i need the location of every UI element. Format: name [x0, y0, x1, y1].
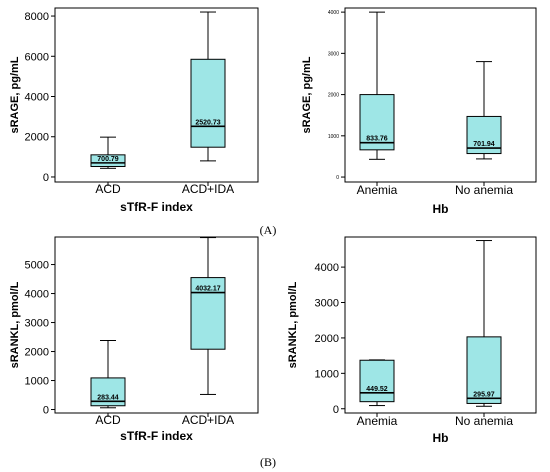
boxplot-srage-stfr: 0 2000 4000 6000 8000 sRAGE, pg/mL sTfR-F inde… [9, 7, 259, 214]
boxplot-srankl-stfr: 0 1000 2000 3000 4000 5000 sRANKL, pmol/L sTfR-… [9, 236, 259, 443]
y-tick-label: 0 [333, 404, 339, 416]
y-tick-label: 4000 [315, 262, 339, 274]
plot-frame [344, 236, 537, 414]
y-tick-label: 3000 [25, 318, 49, 330]
y-tick-label: 4000 [328, 10, 339, 16]
box-iqr [359, 94, 395, 151]
y-tick-label: 2000 [328, 93, 339, 99]
box-iqr [466, 336, 502, 404]
panel-label-b: (B) [260, 455, 276, 469]
y-tick-label: 5000 [25, 260, 49, 272]
y-axis-label: sRAGE, pg/mL [301, 56, 313, 133]
y-tick-label: 1000 [315, 368, 339, 380]
y-tick-label: 6000 [25, 51, 49, 63]
y-axis-label: sRAGE, pg/mL [9, 56, 21, 133]
y-tick-label: 3000 [328, 51, 339, 57]
x-axis-label: Hb [433, 202, 449, 216]
y-tick-label: 0 [43, 405, 49, 417]
panel-label-a: (A) [260, 223, 277, 237]
y-tick-label: 4000 [25, 289, 49, 301]
y-tick-label: 1000 [25, 376, 49, 388]
median-label: 701.94 [473, 141, 495, 148]
median-label: 295.97 [473, 391, 495, 398]
y-tick-label: 4000 [25, 92, 49, 104]
y-axis-label: sRANKL, pmol/L [9, 281, 21, 368]
category-label: ACD+IDA [182, 182, 234, 196]
y-tick-label: 3000 [315, 298, 339, 310]
y-tick-label: 2000 [25, 347, 49, 359]
boxplot-srankl-hb: 0 1000 2000 3000 4000 sRANKL, pmol/L Hb Anemia 4… [287, 236, 537, 445]
category-label: ACD [95, 413, 121, 427]
median-label: 2520.73 [195, 119, 220, 126]
category-label: No anemia [455, 414, 513, 428]
x-axis-label: sTfR-F index [120, 429, 193, 443]
box-iqr [190, 277, 226, 350]
median-label: 833.76 [366, 136, 388, 143]
category-label: Anemia [357, 414, 398, 428]
y-tick-label: 2000 [25, 132, 49, 144]
y-tick-label: 0 [43, 172, 49, 184]
category-label: Anemia [357, 183, 398, 197]
category-label: No anemia [455, 183, 513, 197]
box-iqr [190, 58, 226, 148]
y-tick-label: 8000 [25, 11, 49, 23]
box-iqr [359, 359, 395, 403]
median-label: 449.52 [366, 386, 388, 393]
category-label: ACD [95, 182, 121, 196]
median-label: 700.79 [97, 156, 119, 163]
box-iqr [90, 154, 126, 168]
x-axis-label: Hb [433, 431, 449, 445]
median-label: 283.44 [97, 394, 119, 401]
y-tick-label: 1000 [328, 134, 339, 140]
x-axis-label: sTfR-F index [120, 200, 193, 214]
category-label: ACD+IDA [182, 413, 234, 427]
median-label: 4032.17 [195, 286, 220, 293]
y-tick-label: 0 [336, 175, 339, 181]
y-axis-label: sRANKL, pmol/L [287, 281, 299, 368]
y-tick-label: 2000 [315, 333, 339, 345]
plot-frame [54, 236, 259, 414]
boxplot-srage-hb: 0 1000 2000 3000 4000 sRAGE, pg/mL Hb Anemia 833… [301, 7, 537, 216]
plot-frame [54, 7, 259, 183]
